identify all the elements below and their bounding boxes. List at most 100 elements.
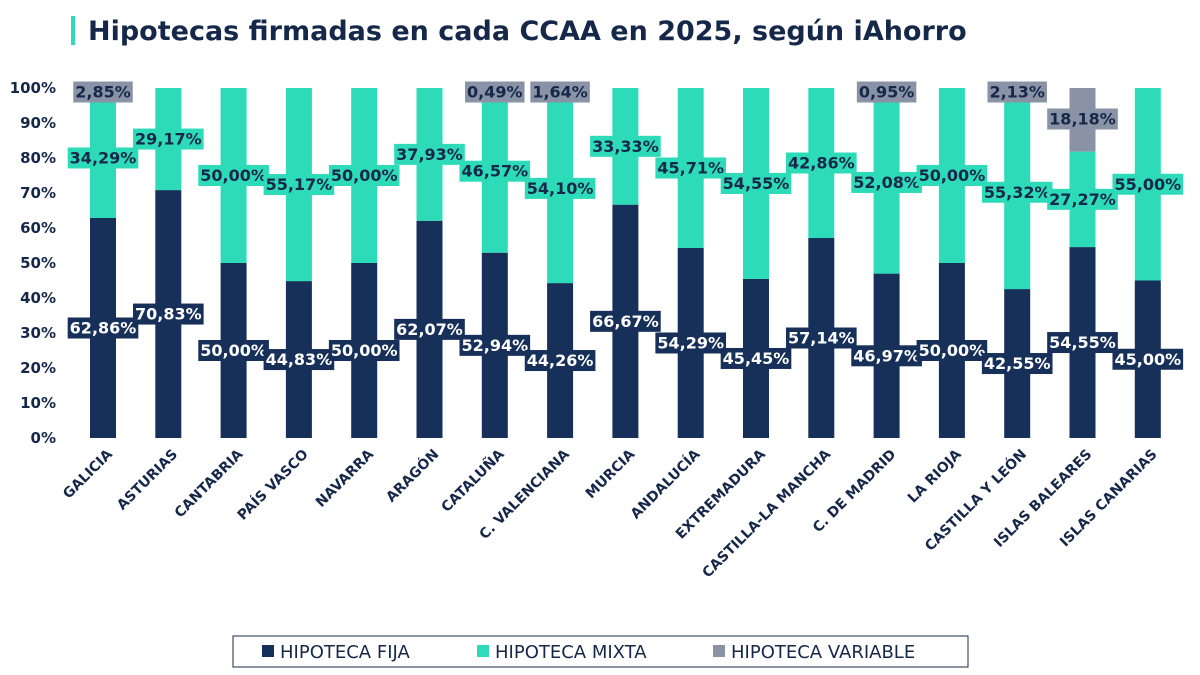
data-label-mixta: 50,00%	[328, 165, 400, 186]
data-label-variable: 0,95%	[856, 81, 917, 103]
data-label-background	[785, 327, 857, 349]
legend: HIPOTECA FIJA HIPOTECA MIXTA HIPOTECA VARI…	[232, 635, 969, 668]
x-tick-label: CANTABRIA	[172, 446, 247, 521]
data-label-text: 34,29%	[70, 148, 137, 167]
legend-swatch-variable	[713, 645, 725, 657]
x-tick-label: GALICIA	[60, 446, 116, 502]
data-label-background	[132, 128, 204, 150]
data-label-mixta: 54,55%	[720, 172, 792, 194]
chart-title: Hipotecas firmadas en cada CCAA en 2025,…	[88, 16, 967, 47]
data-label-background	[524, 350, 596, 372]
data-label-background	[720, 347, 792, 369]
data-label-text: 54,29%	[657, 333, 724, 352]
data-label-mixta: 55,00%	[1112, 173, 1184, 195]
data-label-text: 46,97%	[853, 346, 920, 365]
data-label-background	[851, 345, 922, 367]
y-tick-label: 60%	[20, 219, 56, 237]
data-label-fija: 44,26%	[524, 350, 596, 372]
legend-swatch-fija	[262, 645, 274, 657]
legend-label-mixta: HIPOTECA MIXTA	[495, 642, 647, 663]
data-label-text: 50,00%	[919, 341, 986, 360]
data-label-background	[73, 81, 133, 103]
data-label-text: 45,45%	[723, 349, 790, 368]
data-label-fija: 44,83%	[263, 349, 335, 371]
data-label-background	[459, 160, 531, 182]
x-tick-label: ASTURIAS	[114, 447, 181, 514]
data-label-text: 52,08%	[853, 173, 920, 192]
data-label-background	[263, 174, 335, 196]
data-label-fija: 50,00%	[328, 340, 400, 361]
data-label-text: 55,17%	[266, 175, 333, 194]
data-label-background	[916, 340, 988, 361]
y-axis: 0% 10% 20% 30% 40% 50% 60% 70% 80% 90% 100%	[10, 79, 56, 447]
y-tick-label: 0%	[31, 429, 56, 447]
data-label-fija: 52,94%	[459, 334, 531, 356]
data-label-text: 62,86%	[70, 318, 137, 337]
legend-label-fija: HIPOTECA FIJA	[280, 642, 410, 663]
data-label-text: 70,83%	[135, 305, 202, 324]
data-label-variable: 1,64%	[530, 81, 590, 103]
data-label-variable: 2,13%	[987, 81, 1047, 103]
data-label-text: 62,07%	[396, 320, 463, 339]
data-label-text: 0,49%	[467, 83, 523, 102]
data-label-background	[1112, 173, 1184, 195]
data-label-text: 50,00%	[200, 166, 267, 185]
data-label-background	[67, 147, 139, 169]
x-tick-label: CASTILLA-LA MANCHA	[700, 446, 835, 581]
data-label-background	[459, 334, 531, 356]
data-label-mixta: 50,00%	[916, 165, 988, 186]
y-tick-label: 100%	[10, 79, 56, 97]
data-label-mixta: 54,10%	[524, 177, 596, 199]
data-label-text: 50,00%	[331, 341, 398, 360]
y-tick-label: 90%	[20, 114, 56, 132]
data-label-text: 50,00%	[919, 166, 986, 185]
data-label-background	[530, 81, 590, 103]
data-label-fija: 70,83%	[132, 303, 204, 325]
data-label-text: 33,33%	[592, 137, 659, 156]
data-label-fija: 62,07%	[394, 318, 465, 340]
y-tick-label: 50%	[20, 254, 56, 272]
data-label-background	[851, 171, 922, 193]
data-label-background	[981, 353, 1053, 375]
data-label-background	[394, 143, 465, 165]
data-label-background	[198, 340, 269, 361]
data-label-fija: 57,14%	[785, 327, 857, 349]
data-label-background	[590, 310, 661, 332]
data-label-text: 18,18%	[1049, 110, 1116, 129]
x-tick-label: LA RIOJA	[905, 446, 965, 506]
data-label-mixta: 45,71%	[655, 157, 727, 179]
y-tick-label: 10%	[20, 394, 56, 412]
data-label-text: 44,26%	[527, 351, 594, 370]
title-accent-bar	[71, 16, 75, 45]
data-label-text: 50,00%	[331, 166, 398, 185]
data-label-mixta: 29,17%	[132, 128, 204, 150]
data-label-fija: 54,29%	[655, 332, 727, 354]
data-label-text: 57,14%	[788, 329, 855, 348]
data-label-background	[655, 332, 727, 354]
data-label-text: 50,00%	[200, 341, 267, 360]
data-label-background	[67, 317, 139, 339]
data-label-background	[981, 181, 1053, 203]
data-label-fija: 42,55%	[981, 353, 1053, 375]
data-label-background	[1112, 348, 1184, 370]
data-label-background	[394, 318, 465, 340]
data-label-mixta: 46,57%	[459, 160, 531, 182]
data-label-variable: 18,18%	[1047, 108, 1118, 130]
data-label-text: 44,83%	[266, 350, 333, 369]
data-label-mixta: 42,86%	[785, 152, 857, 174]
data-label-background	[856, 81, 917, 103]
x-tick-label: NAVARRA	[313, 446, 377, 510]
data-label-fija: 45,00%	[1112, 348, 1184, 370]
x-tick-label: ARAGÓN	[382, 445, 443, 506]
data-label-text: 66,67%	[592, 312, 659, 331]
y-tick-label: 40%	[20, 289, 56, 307]
data-label-background	[132, 303, 204, 325]
data-label-text: 45,00%	[1114, 350, 1181, 369]
legend-frame	[232, 635, 969, 668]
data-label-background	[916, 165, 988, 186]
data-label-background	[720, 172, 792, 194]
data-label-fija: 46,97%	[851, 345, 922, 367]
data-label-text: 29,17%	[135, 130, 202, 149]
